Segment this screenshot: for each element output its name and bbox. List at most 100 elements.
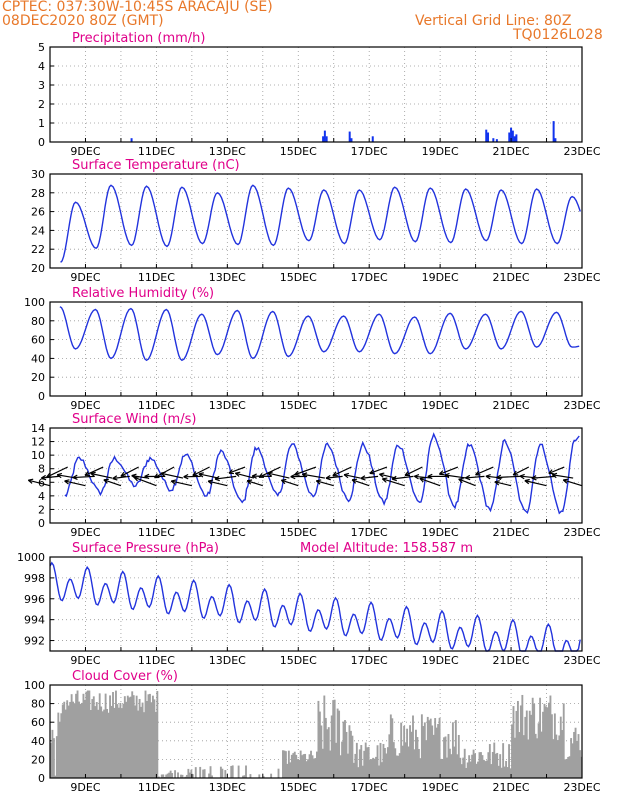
wind-vector-59 xyxy=(552,474,574,479)
cloud-bar-280 xyxy=(463,748,466,778)
cloud-bar-163 xyxy=(290,754,293,778)
ytick-precip-0: 0 xyxy=(38,136,45,149)
cloud-bar-278 xyxy=(460,764,463,778)
wind-arrowhead-12 xyxy=(133,476,140,482)
precip-bar-17 xyxy=(554,138,557,142)
cloud-bar-223 xyxy=(379,742,382,778)
cloud-bar-312 xyxy=(511,724,513,778)
cloud-bar-10 xyxy=(64,709,67,778)
wind-arrowhead-60 xyxy=(562,478,569,484)
cloud-bar-239 xyxy=(403,725,406,778)
cloud-bar-61 xyxy=(140,706,143,778)
cloud-bar-220 xyxy=(375,756,377,778)
cloud-bar-350 xyxy=(567,756,570,778)
cloud-bar-79 xyxy=(166,773,169,778)
cloud-bar-271 xyxy=(450,754,453,778)
wind-arrowhead-48 xyxy=(458,478,464,484)
wind-arrowhead-7 xyxy=(90,471,96,478)
wind-vector-38 xyxy=(369,466,388,475)
cloud-bar-179 xyxy=(314,758,317,778)
cloud-bar-342 xyxy=(555,734,558,778)
cloud-bar-354 xyxy=(573,731,576,778)
cloud-bar-149 xyxy=(270,773,273,778)
cloud-bar-308 xyxy=(505,760,508,778)
xtick-label-rh-4: 17DEC xyxy=(351,399,388,412)
panel-title-wind: Surface Wind (m/s) xyxy=(72,412,196,427)
wind-vector-15 xyxy=(160,472,184,479)
cloud-bar-131 xyxy=(243,775,246,778)
xtick-label-press-0: 9DEC xyxy=(70,654,100,667)
cloud-bar-266 xyxy=(443,737,445,778)
xtick-label-precip-0: 9DEC xyxy=(70,145,100,158)
ytick-press-0: 992 xyxy=(24,635,45,648)
ytick-precip-5: 5 xyxy=(38,41,45,54)
cloud-bar-226 xyxy=(383,748,386,778)
wind-arrowhead-52 xyxy=(494,480,500,486)
cloud-bar-101 xyxy=(199,766,202,778)
cloud-bar-18 xyxy=(76,690,79,778)
cloud-bar-44 xyxy=(115,690,117,778)
cloud-bar-35 xyxy=(101,711,104,778)
cloud-bar-235 xyxy=(397,755,400,778)
xtick-label-wind-2: 13DEC xyxy=(209,526,246,539)
wind-vector-41 xyxy=(391,475,414,480)
cloud-bar-24 xyxy=(85,691,88,778)
precip-bar-9 xyxy=(492,138,495,142)
cloud-bar-38 xyxy=(106,708,109,778)
precip-bar-6 xyxy=(371,136,374,142)
cloud-bar-263 xyxy=(438,717,441,778)
cloud-bar-215 xyxy=(367,746,370,778)
cloud-bar-78 xyxy=(165,774,168,778)
cloud-bar-168 xyxy=(298,759,301,778)
cloud-bar-241 xyxy=(406,728,409,778)
cloud-bar-301 xyxy=(494,753,497,778)
precip-bar-4 xyxy=(348,131,351,142)
wind-arrowhead-15 xyxy=(160,471,166,477)
cloud-bar-130 xyxy=(242,775,244,778)
cloud-bar-59 xyxy=(137,710,140,778)
cloud-bar-265 xyxy=(441,759,444,778)
cloud-bar-286 xyxy=(472,749,475,778)
cloud-bar-25 xyxy=(86,690,89,778)
xtick-label-cloud-5: 19DEC xyxy=(422,781,459,794)
cloud-bar-86 xyxy=(177,772,179,778)
cloud-bar-208 xyxy=(357,767,360,778)
cloud-bar-56 xyxy=(132,695,135,778)
cloud-bar-332 xyxy=(540,731,543,778)
xtick-label-cloud-0: 9DEC xyxy=(70,781,100,794)
ytick-precip-4: 4 xyxy=(38,60,45,73)
cloud-bar-302 xyxy=(496,752,499,778)
cloud-bar-320 xyxy=(522,735,525,778)
cloud-bar-225 xyxy=(382,743,385,778)
cloud-bar-104 xyxy=(203,769,206,778)
wind-arrowhead-0 xyxy=(27,478,34,484)
ytick-rh-1: 20 xyxy=(31,371,45,384)
cloud-bar-64 xyxy=(144,690,147,778)
cloud-bar-15 xyxy=(72,701,75,778)
cloud-bar-334 xyxy=(543,703,546,778)
cloud-bar-281 xyxy=(465,767,468,778)
cloud-bar-227 xyxy=(385,753,388,778)
panel-title-precip: Precipitation (mm/h) xyxy=(72,31,205,46)
ytick-press-2: 996 xyxy=(24,593,45,606)
wind-vector-34 xyxy=(332,466,352,477)
cloud-bar-297 xyxy=(488,744,491,778)
cloud-bar-328 xyxy=(534,733,537,778)
cloud-bar-199 xyxy=(344,720,346,778)
ytick-wind-0: 0 xyxy=(38,517,45,530)
wind-arrowhead-31 xyxy=(301,472,308,478)
xtick-label-wind-7: 23DEC xyxy=(563,526,600,539)
cloud-bar-96 xyxy=(191,774,194,778)
wind-arrowhead-43 xyxy=(413,474,420,480)
ytick-temp-5: 30 xyxy=(31,168,45,181)
wind-arrowhead-58 xyxy=(548,469,554,475)
ytick-wind-4: 8 xyxy=(38,463,45,476)
wind-vector-47 xyxy=(444,474,467,479)
cloud-bar-66 xyxy=(147,694,150,778)
cloud-bar-5 xyxy=(57,712,60,778)
cloud-bar-166 xyxy=(295,754,298,778)
wind-vector-58 xyxy=(548,466,565,474)
cloud-bar-219 xyxy=(373,758,376,778)
cloud-bar-357 xyxy=(577,734,580,778)
precip-bar-1 xyxy=(322,136,325,142)
